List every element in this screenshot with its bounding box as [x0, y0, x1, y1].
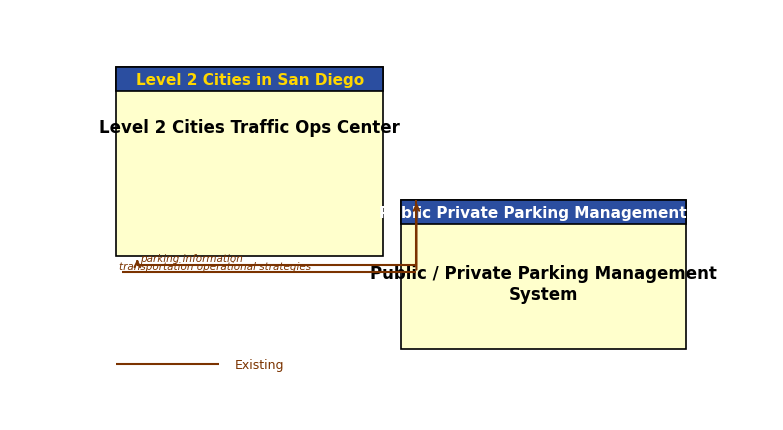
Bar [116, 68, 383, 92]
Bar [402, 200, 687, 224]
Text: Public Private Parking Management ...: Public Private Parking Management ... [379, 205, 709, 220]
Text: Public / Private Parking Management
System: Public / Private Parking Management Syst… [370, 264, 717, 303]
Text: Level 2 Cities Traffic Ops Center: Level 2 Cities Traffic Ops Center [99, 119, 400, 136]
Text: transportation operational strategies: transportation operational strategies [119, 261, 311, 271]
Text: Existing: Existing [234, 358, 284, 371]
Text: Level 2 Cities in San Diego: Level 2 Cities in San Diego [135, 73, 363, 88]
Text: parking information: parking information [140, 253, 244, 263]
Bar [402, 200, 687, 350]
Bar [116, 68, 383, 257]
